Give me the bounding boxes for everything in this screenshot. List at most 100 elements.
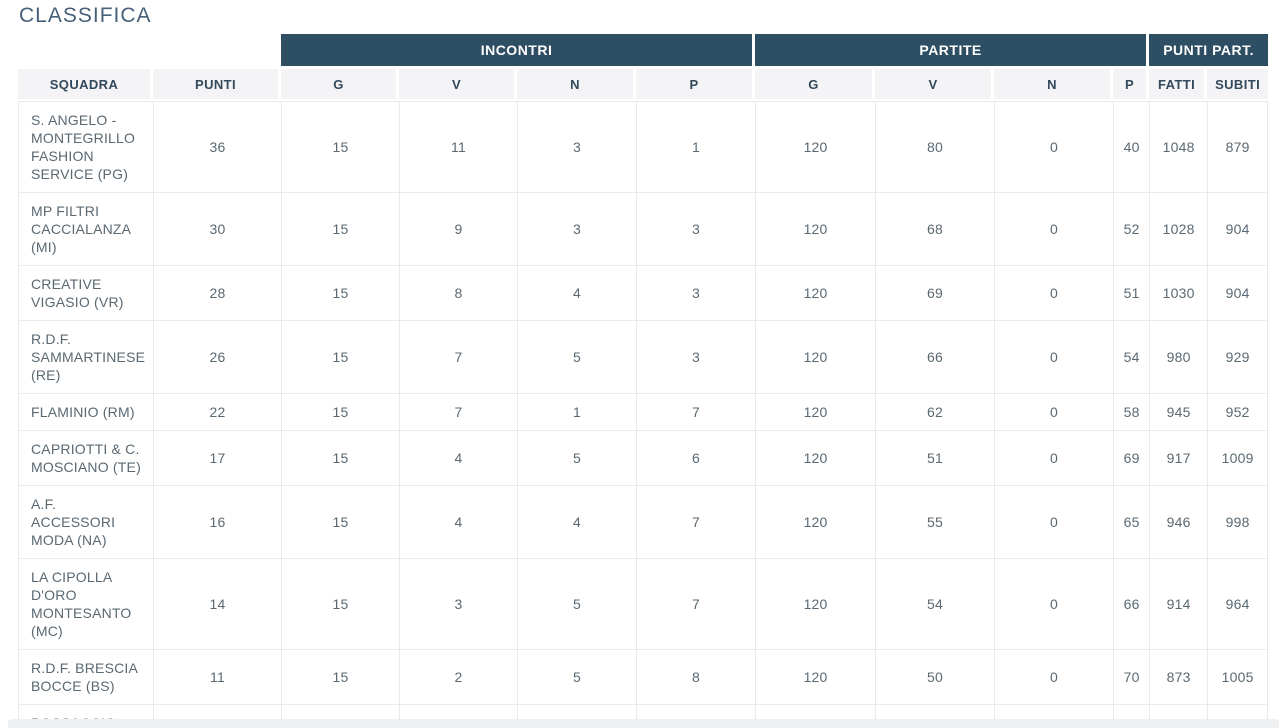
incontri-p-cell: 3 — [636, 321, 756, 394]
fatti-cell: 945 — [1149, 394, 1208, 431]
column-header-squadra: SQUADRA — [18, 66, 153, 101]
incontri-n-cell: 3 — [517, 101, 636, 193]
fatti-cell: 914 — [1149, 559, 1208, 650]
group-header-partite: PARTITE — [755, 34, 1150, 66]
partite-g-cell: 120 — [755, 394, 876, 431]
incontri-p-cell: 8 — [636, 650, 756, 705]
subiti-cell: 879 — [1207, 101, 1269, 193]
subiti-cell: 952 — [1207, 394, 1269, 431]
team-name: A.F. ACCESSORI MODA (NA) — [18, 486, 153, 559]
partite-p-cell: 66 — [1113, 559, 1150, 650]
incontri-n-cell: 1 — [517, 394, 636, 431]
team-name: CREATIVE VIGASIO (VR) — [18, 266, 153, 321]
column-header-partite-n: N — [994, 66, 1114, 101]
column-header-incontri-p: P — [636, 66, 756, 101]
table-row: CAPRIOTTI & C. MOSCIANO (TE) 17 15 4 5 6… — [18, 431, 1269, 486]
incontri-p-cell: 1 — [636, 101, 756, 193]
subiti-cell: 929 — [1207, 321, 1269, 394]
incontri-v-cell: 4 — [399, 486, 517, 559]
incontri-p-cell: 7 — [636, 559, 756, 650]
table-body: S. ANGELO - MONTEGRILLO FASHION SERVICE … — [18, 101, 1269, 728]
fatti-cell: 1028 — [1149, 193, 1208, 266]
punti-cell: 16 — [153, 486, 281, 559]
partite-g-cell: 120 — [755, 193, 876, 266]
punti-cell: 14 — [153, 559, 281, 650]
incontri-g-cell: 15 — [281, 193, 399, 266]
fatti-cell: 917 — [1149, 431, 1208, 486]
team-name: FLAMINIO (RM) — [18, 394, 153, 431]
group-header-row: INCONTRI PARTITE PUNTI PART. — [18, 34, 1269, 66]
group-header-punti-part: PUNTI PART. — [1149, 34, 1269, 66]
partite-g-cell: 120 — [755, 559, 876, 650]
partite-p-cell: 70 — [1113, 650, 1150, 705]
partite-g-cell: 120 — [755, 266, 876, 321]
table-row: MP FILTRI CACCIALANZA (MI) 30 15 9 3 3 1… — [18, 193, 1269, 266]
partite-p-cell: 52 — [1113, 193, 1150, 266]
partite-g-cell: 120 — [755, 486, 876, 559]
table-row: LA CIPOLLA D'ORO MONTESANTO (MC) 14 15 3… — [18, 559, 1269, 650]
fatti-cell: 1048 — [1149, 101, 1208, 193]
punti-cell: 26 — [153, 321, 281, 394]
punti-cell: 22 — [153, 394, 281, 431]
partite-g-cell: 120 — [755, 321, 876, 394]
group-header-incontri: INCONTRI — [281, 34, 756, 66]
incontri-p-cell: 3 — [636, 266, 756, 321]
partite-p-cell: 69 — [1113, 431, 1150, 486]
table-row: CREATIVE VIGASIO (VR) 28 15 8 4 3 120 69… — [18, 266, 1269, 321]
team-name: S. ANGELO - MONTEGRILLO FASHION SERVICE … — [18, 101, 153, 193]
standings-table: INCONTRI PARTITE PUNTI PART. SQUADRA PUN… — [18, 34, 1269, 728]
partite-v-cell: 80 — [875, 101, 995, 193]
incontri-n-cell: 3 — [517, 193, 636, 266]
incontri-n-cell: 5 — [517, 321, 636, 394]
subiti-cell: 964 — [1207, 559, 1269, 650]
partite-n-cell: 0 — [994, 321, 1114, 394]
team-name: LA CIPOLLA D'ORO MONTESANTO (MC) — [18, 559, 153, 650]
punti-cell: 36 — [153, 101, 281, 193]
partite-v-cell: 68 — [875, 193, 995, 266]
team-name: MP FILTRI CACCIALANZA (MI) — [18, 193, 153, 266]
subiti-cell: 1009 — [1207, 431, 1269, 486]
table-row: R.D.F. BRESCIA BOCCE (BS) 11 15 2 5 8 12… — [18, 650, 1269, 705]
incontri-p-cell: 3 — [636, 193, 756, 266]
incontri-n-cell: 5 — [517, 431, 636, 486]
punti-cell: 28 — [153, 266, 281, 321]
incontri-v-cell: 11 — [399, 101, 517, 193]
incontri-v-cell: 7 — [399, 394, 517, 431]
table-header: INCONTRI PARTITE PUNTI PART. SQUADRA PUN… — [18, 34, 1269, 101]
partite-n-cell: 0 — [994, 650, 1114, 705]
subiti-cell: 904 — [1207, 266, 1269, 321]
column-header-partite-v: V — [875, 66, 995, 101]
next-section-edge — [8, 719, 1279, 728]
incontri-g-cell: 15 — [281, 266, 399, 321]
partite-n-cell: 0 — [994, 101, 1114, 193]
column-header-partite-p: P — [1113, 66, 1150, 101]
column-header-fatti: FATTI — [1149, 66, 1208, 101]
page-title: CLASSIFICA — [19, 4, 152, 27]
partite-n-cell: 0 — [994, 394, 1114, 431]
incontri-n-cell: 5 — [517, 559, 636, 650]
table-row: A.F. ACCESSORI MODA (NA) 16 15 4 4 7 120… — [18, 486, 1269, 559]
partite-g-cell: 120 — [755, 431, 876, 486]
incontri-v-cell: 4 — [399, 431, 517, 486]
incontri-n-cell: 5 — [517, 650, 636, 705]
team-name: R.D.F. BRESCIA BOCCE (BS) — [18, 650, 153, 705]
partite-p-cell: 40 — [1113, 101, 1150, 193]
incontri-g-cell: 15 — [281, 394, 399, 431]
incontri-v-cell: 3 — [399, 559, 517, 650]
incontri-g-cell: 15 — [281, 101, 399, 193]
partite-v-cell: 50 — [875, 650, 995, 705]
incontri-v-cell: 9 — [399, 193, 517, 266]
table-row: FLAMINIO (RM) 22 15 7 1 7 120 62 0 58 94… — [18, 394, 1269, 431]
subiti-cell: 904 — [1207, 193, 1269, 266]
partite-n-cell: 0 — [994, 193, 1114, 266]
incontri-p-cell: 7 — [636, 486, 756, 559]
column-header-subiti: SUBITI — [1207, 66, 1269, 101]
partite-v-cell: 69 — [875, 266, 995, 321]
partite-p-cell: 51 — [1113, 266, 1150, 321]
column-header-incontri-n: N — [517, 66, 636, 101]
incontri-p-cell: 7 — [636, 394, 756, 431]
partite-n-cell: 0 — [994, 266, 1114, 321]
partite-v-cell: 54 — [875, 559, 995, 650]
incontri-n-cell: 4 — [517, 266, 636, 321]
partite-p-cell: 54 — [1113, 321, 1150, 394]
